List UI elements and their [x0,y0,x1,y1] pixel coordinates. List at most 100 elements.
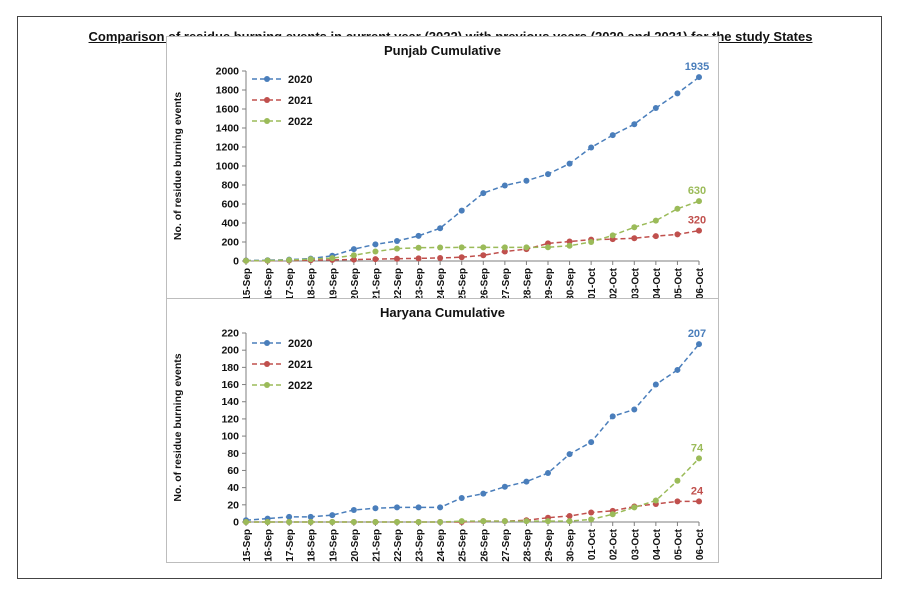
data-point-2022 [437,519,444,525]
data-point-2022 [286,257,293,264]
x-tick-label: 16-Sep [264,268,275,300]
x-tick-label: 17-Sep [285,529,296,562]
x-tick-label: 06-Oct [695,267,706,299]
legend-label-2021: 2021 [288,95,312,107]
y-tick-label: 60 [227,465,239,477]
data-point-2021 [566,238,573,245]
data-point-2022 [415,244,422,251]
x-tick-label: 01-Oct [587,528,598,560]
data-point-2021 [696,498,702,505]
data-point-2022 [350,252,357,259]
y-tick-label: 600 [221,199,239,211]
data-point-2020 [545,470,551,477]
x-tick-label: 05-Oct [673,528,684,560]
data-point-2021 [350,256,357,263]
legend-label-2021: 2021 [288,359,312,371]
data-point-2020 [501,483,508,490]
data-point-2022 [243,519,249,525]
legend-marker-2021 [264,361,270,367]
data-point-2021 [458,254,465,261]
x-tick-label: 05-Oct [673,267,684,299]
x-tick-label: 29-Sep [544,529,555,562]
data-point-2020 [501,182,508,189]
x-tick-label: 24-Sep [436,529,447,562]
legend-label-2020: 2020 [288,74,312,86]
data-point-2021 [480,252,487,259]
y-tick-label: 120 [221,413,239,425]
data-point-2020 [523,177,530,184]
data-point-2020 [523,478,530,485]
data-point-2022 [501,518,508,525]
x-tick-label: 25-Sep [458,529,469,562]
x-tick-label: 26-Sep [479,529,490,562]
data-point-2022 [394,519,400,525]
data-point-2022 [307,519,314,525]
data-point-2022 [523,244,530,251]
data-point-2021 [674,498,681,505]
y-tick-label: 20 [227,499,239,511]
legend-marker-2020 [264,340,270,346]
legend-marker-2022 [264,382,270,388]
data-point-2022 [243,257,249,264]
y-tick-label: 0 [233,517,239,529]
data-point-2022 [545,244,551,251]
x-tick-label: 22-Sep [393,529,404,562]
data-point-2020 [609,132,616,139]
data-point-2022 [437,244,444,251]
data-point-2021 [437,254,444,261]
data-point-2020 [350,506,357,513]
chart-title: Punjab Cumulative [383,43,502,58]
y-tick-label: 1800 [216,85,240,97]
legend-label-2020: 2020 [288,338,312,350]
data-point-2020 [696,74,702,81]
haryana-plot: 0 20 40 60 80 100 120 140 160 180 200 220 15-Sep 16-S… [172,328,706,562]
data-point-2020 [652,381,659,388]
data-point-2020 [415,504,422,511]
data-point-2021 [652,233,659,240]
punjab-plot: 0 200 400 600 800 1000 1200 1400 1600 1800 2000 15-… [172,61,709,300]
data-point-2020 [566,160,573,167]
data-point-2020 [372,505,379,512]
x-tick-label: 02-Oct [609,528,620,560]
data-point-2020 [652,105,659,112]
y-tick-label: 1000 [216,161,240,173]
y-axis-title: No. of residue burning events [172,353,184,501]
y-tick-label: 200 [221,345,239,357]
x-tick-label: 30-Sep [566,268,577,300]
x-tick-label: 18-Sep [307,268,318,300]
x-tick-label: 21-Sep [371,268,382,300]
data-point-2022 [566,518,573,525]
y-tick-label: 1200 [216,142,240,154]
data-point-2020 [394,238,400,245]
data-point-2022 [329,519,336,525]
x-tick-label: 17-Sep [285,268,296,300]
data-point-2022 [652,217,659,224]
data-point-2020 [480,190,487,197]
data-point-2020 [674,366,681,373]
data-point-2021 [674,231,681,238]
data-point-2020 [674,90,681,97]
x-tick-label: 06-Oct [695,528,706,560]
x-tick-label: 03-Oct [630,267,641,299]
x-tick-label: 29-Sep [544,268,555,300]
x-tick-label: 19-Sep [328,529,339,562]
y-axis-title: No. of residue burning events [172,92,184,240]
series-line-2022 [245,200,700,262]
x-tick-label: 04-Oct [652,267,663,299]
end-label-2021: 24 [691,485,704,497]
data-point-2022 [566,242,573,249]
data-point-2022 [480,518,487,525]
x-tick-label: 27-Sep [501,529,512,562]
data-point-2021 [415,255,422,262]
data-point-2022 [631,224,638,231]
x-tick-label: 28-Sep [522,268,533,300]
y-tick-label: 400 [221,218,239,230]
legend-label-2022: 2022 [288,116,312,128]
x-tick-label: 25-Sep [458,268,469,300]
data-point-2022 [523,518,530,525]
legend-label-2022: 2022 [288,380,312,392]
haryana-chart: Haryana Cumulative 0 20 40 60 80 100 120 140 160… [166,298,719,563]
data-point-2020 [286,513,293,520]
data-point-2022 [458,518,465,525]
x-tick-label: 30-Sep [566,529,577,562]
